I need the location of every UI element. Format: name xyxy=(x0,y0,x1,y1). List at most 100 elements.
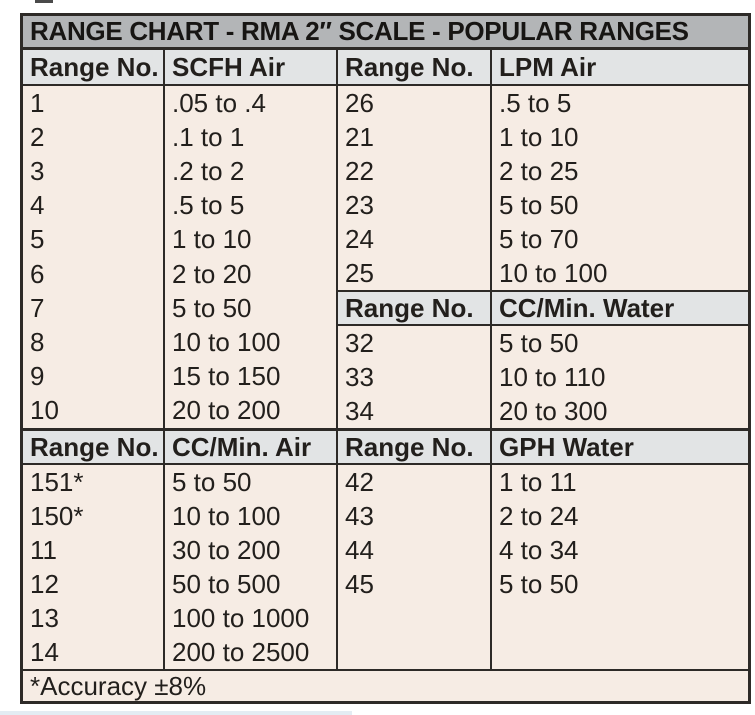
range-no-cell: 5 xyxy=(23,222,165,258)
table-row: 1 .05 to .4 xyxy=(23,86,336,121)
table-row: 24 5 to 70 xyxy=(338,222,748,256)
range-value-cell xyxy=(492,601,748,669)
table-row: 25 10 to 100 xyxy=(338,256,748,290)
accuracy-footnote: *Accuracy ±8% xyxy=(23,669,748,702)
table-row: 43 2 to 24 xyxy=(338,499,748,533)
range-value-cell: 10 to 100 xyxy=(172,327,281,358)
table-row: 23 5 to 50 xyxy=(338,188,748,222)
table-row: 26 .5 to 5 xyxy=(338,86,748,120)
column-header-range-no: Range No. xyxy=(338,50,492,84)
section1-left-columns: 1 .05 to .4 2 .1 to 1 3 .2 to 2 4 .5 to … xyxy=(23,86,338,429)
range-no-cell: 12 xyxy=(23,567,165,601)
range-no-cell: 34 xyxy=(338,394,492,428)
range-value-cell: 20 to 200 xyxy=(172,395,281,426)
range-value-cell: .05 to .4 xyxy=(172,87,266,118)
table-row: 2 .1 to 1 xyxy=(23,120,336,155)
range-value-cell: 5 to 50 xyxy=(172,292,252,323)
table-row: 32 5 to 50 xyxy=(338,326,748,360)
range-no-cell xyxy=(338,601,492,669)
range-value-cell: 1 to 10 xyxy=(172,224,252,255)
range-value-cell: 10 to 110 xyxy=(499,361,606,392)
column-header-range-no: Range No. xyxy=(338,292,492,324)
table-row: 10 20 to 200 xyxy=(23,393,336,429)
table-row: 12 50 to 500 xyxy=(23,567,336,601)
range-value-cell: 200 to 2500 xyxy=(172,636,310,667)
range-value-cell: 2 to 25 xyxy=(499,155,579,186)
section2-header-row: Range No. CC/Min. Air Range No. GPH Wate… xyxy=(23,428,748,465)
range-no-cell: 9 xyxy=(23,359,165,394)
range-no-cell: 10 xyxy=(23,393,165,429)
range-no-cell: 43 xyxy=(338,499,492,533)
table-row: 45 5 to 50 xyxy=(338,567,748,601)
table-row: 3 .2 to 2 xyxy=(23,154,336,189)
range-no-cell: 3 xyxy=(23,154,165,189)
range-no-cell: 33 xyxy=(338,360,492,394)
empty-cell-filler xyxy=(338,601,748,669)
range-value-cell: 5 to 50 xyxy=(499,327,579,358)
range-value-cell: .5 to 5 xyxy=(172,190,245,221)
range-no-cell: 25 xyxy=(338,256,492,290)
range-no-cell: 42 xyxy=(338,465,492,499)
table-row: 21 1 to 10 xyxy=(338,120,748,154)
range-no-cell: 150* xyxy=(23,499,165,533)
range-chart-table: RANGE CHART - RMA 2″ SCALE - POPULAR RAN… xyxy=(20,13,751,704)
range-no-cell: 4 xyxy=(23,188,165,223)
range-value-cell: 5 to 50 xyxy=(499,189,579,220)
column-header-gph-water: GPH Water xyxy=(499,431,634,462)
range-value-cell: 2 to 24 xyxy=(499,500,579,531)
crop-artifact xyxy=(35,0,53,3)
column-header-scfh-air: SCFH Air xyxy=(165,50,338,84)
range-no-cell: 8 xyxy=(23,325,165,360)
range-value-cell: 15 to 150 xyxy=(172,361,281,392)
range-no-cell: 13 xyxy=(23,601,165,635)
range-no-cell: 7 xyxy=(23,291,165,326)
table-row: 33 10 to 110 xyxy=(338,360,748,394)
range-no-cell: 151* xyxy=(23,465,165,499)
table-row: 13 100 to 1000 xyxy=(23,601,336,635)
range-no-cell: 45 xyxy=(338,567,492,601)
range-no-cell: 21 xyxy=(338,120,492,154)
range-value-cell: 1 to 10 xyxy=(499,121,579,152)
range-value-cell: 2 to 20 xyxy=(172,258,252,289)
table-row: 9 15 to 150 xyxy=(23,359,336,394)
range-value-cell: .2 to 2 xyxy=(172,156,245,186)
range-no-cell: 23 xyxy=(338,188,492,222)
range-no-cell: 2 xyxy=(23,120,165,155)
range-value-cell: 50 to 500 xyxy=(172,568,281,599)
section1-right-columns: 26 .5 to 5 21 1 to 10 22 2 to 25 23 5 to… xyxy=(338,86,748,428)
table-row: 6 2 to 20 xyxy=(23,257,336,292)
range-no-cell: 26 xyxy=(338,86,492,120)
section2-body: 151* 5 to 50 150* 10 to 100 11 30 to 200… xyxy=(23,465,748,669)
range-value-cell: 5 to 50 xyxy=(499,568,579,599)
column-header-ccmin-air: CC/Min. Air xyxy=(165,431,338,463)
table-row: 150* 10 to 100 xyxy=(23,499,336,533)
range-value-cell: 10 to 100 xyxy=(499,257,608,288)
range-value-cell: .1 to 1 xyxy=(172,121,245,152)
column-header-range-no: Range No. xyxy=(23,431,165,463)
range-no-cell: 32 xyxy=(338,326,492,360)
table-row: 14 200 to 2500 xyxy=(23,635,336,669)
range-no-cell: 6 xyxy=(23,257,165,292)
range-value-cell: 10 to 100 xyxy=(172,500,281,531)
section2-left-columns: 151* 5 to 50 150* 10 to 100 11 30 to 200… xyxy=(23,465,338,669)
range-no-cell: 1 xyxy=(23,86,165,121)
section1-header-row: Range No. SCFH Air Range No. LPM Air xyxy=(23,50,748,86)
range-no-cell: 24 xyxy=(338,222,492,256)
section2-right-columns: 42 1 to 11 43 2 to 24 44 4 to 34 45 5 to… xyxy=(338,465,748,669)
range-value-cell: 5 to 70 xyxy=(499,223,579,254)
range-value-cell: 100 to 1000 xyxy=(172,602,310,633)
range-value-cell: 20 to 300 xyxy=(499,395,608,426)
scan-edge-artifact xyxy=(0,711,352,715)
table-row: 34 20 to 300 xyxy=(338,394,748,428)
range-no-cell: 11 xyxy=(23,533,165,567)
table-row: 11 30 to 200 xyxy=(23,533,336,567)
subheader-row-ccmin-water: Range No. CC/Min. Water xyxy=(338,290,748,326)
range-value-cell: .5 to 5 xyxy=(499,87,572,118)
table-row: 4 .5 to 5 xyxy=(23,188,336,223)
column-header-range-no: Range No. xyxy=(23,50,165,84)
range-no-cell: 44 xyxy=(338,533,492,567)
table-row: 151* 5 to 50 xyxy=(23,465,336,499)
range-no-cell: 14 xyxy=(23,635,165,669)
range-no-cell: 22 xyxy=(338,154,492,188)
section1-body: 1 .05 to .4 2 .1 to 1 3 .2 to 2 4 .5 to … xyxy=(23,86,748,429)
